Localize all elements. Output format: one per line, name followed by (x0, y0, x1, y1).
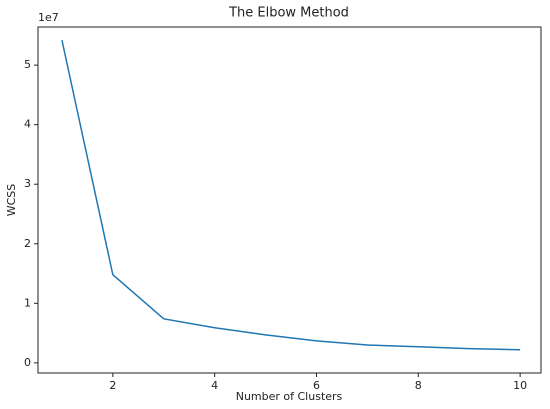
y-tick-label: 4 (24, 118, 31, 131)
y-axis-label: WCSS (5, 184, 18, 217)
x-tick-label: 4 (211, 379, 218, 392)
axes-frame (37, 26, 542, 374)
y-tick-label: 0 (24, 356, 31, 369)
chart-title: The Elbow Method (228, 6, 349, 21)
x-tick-label: 2 (109, 379, 116, 392)
line-series (61, 39, 521, 351)
y-tick-label: 2 (24, 237, 31, 250)
y-tick-label: 5 (24, 58, 31, 71)
y-offset-label: 1e7 (38, 11, 59, 24)
x-tick-label: 6 (313, 379, 320, 392)
x-tick-label: 10 (513, 379, 527, 392)
y-tick-label: 1 (24, 296, 31, 309)
y-tick-label: 3 (24, 177, 31, 190)
x-axis-label: Number of Clusters (236, 390, 343, 403)
x-tick-label: 8 (415, 379, 422, 392)
